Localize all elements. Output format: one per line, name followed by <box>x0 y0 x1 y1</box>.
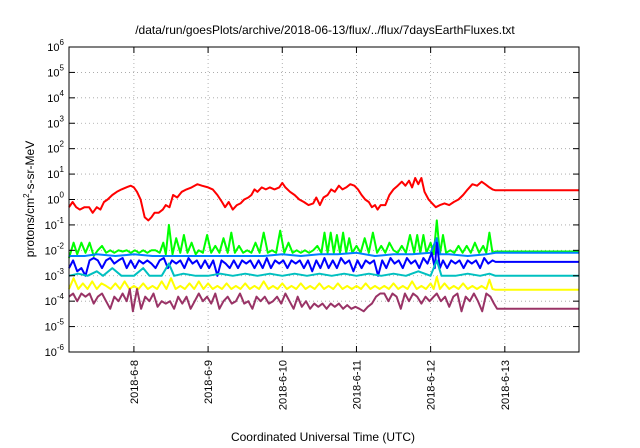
y-axis-ticks: 10-6 10-5 10-4 10-3 10-2 10-1 100 101 102 103 104 1… <box>45 38 579 359</box>
y-tick-label: 103 <box>47 114 64 130</box>
series-line-5 <box>68 259 579 277</box>
x-tick-label: 2018-6-9 <box>203 360 215 404</box>
y-tick-label: 10-3 <box>45 267 65 283</box>
series-line-3 <box>69 237 579 257</box>
y-tick-label: 10-6 <box>45 343 65 359</box>
series-line-4 <box>68 241 579 277</box>
chart-title: /data/run/goesPlots/archive/2018-06-13/f… <box>135 23 515 37</box>
y-tick-label: 105 <box>47 63 64 79</box>
y-tick-label: 101 <box>47 165 64 181</box>
series-group <box>68 177 579 313</box>
x-tick-label: 2018-6-13 <box>500 360 512 410</box>
y-tick-label: 100 <box>47 191 64 207</box>
y-tick-label: 10-5 <box>45 318 65 334</box>
x-axis-ticks: 2018-6-8 2018-6-9 2018-6-10 2018-6-11 2018-6… <box>129 47 512 410</box>
series-line-6 <box>68 275 579 291</box>
plot-frame <box>68 46 580 353</box>
y-tick-label: 104 <box>47 89 64 105</box>
x-tick-label: 2018-6-12 <box>426 360 438 410</box>
series-line-2 <box>68 219 579 259</box>
x-tick-label: 2018-6-10 <box>277 360 289 410</box>
y-tick-label: 10-2 <box>45 241 65 257</box>
x-tick-label: 2018-6-11 <box>351 360 363 409</box>
y-axis-label: protons/cm2-s-sr-MeV <box>22 141 37 257</box>
y-tick-label: 10-1 <box>45 216 65 232</box>
series-line-1 <box>68 177 579 222</box>
y-tick-label: 10-4 <box>45 292 65 308</box>
y-tick-label: 106 <box>47 38 64 54</box>
series-line-7 <box>68 288 579 313</box>
y-tick-label: 102 <box>47 140 64 156</box>
x-axis-label: Coordinated Universal Time (UTC) <box>231 430 415 444</box>
x-tick-label: 2018-6-8 <box>129 360 141 404</box>
